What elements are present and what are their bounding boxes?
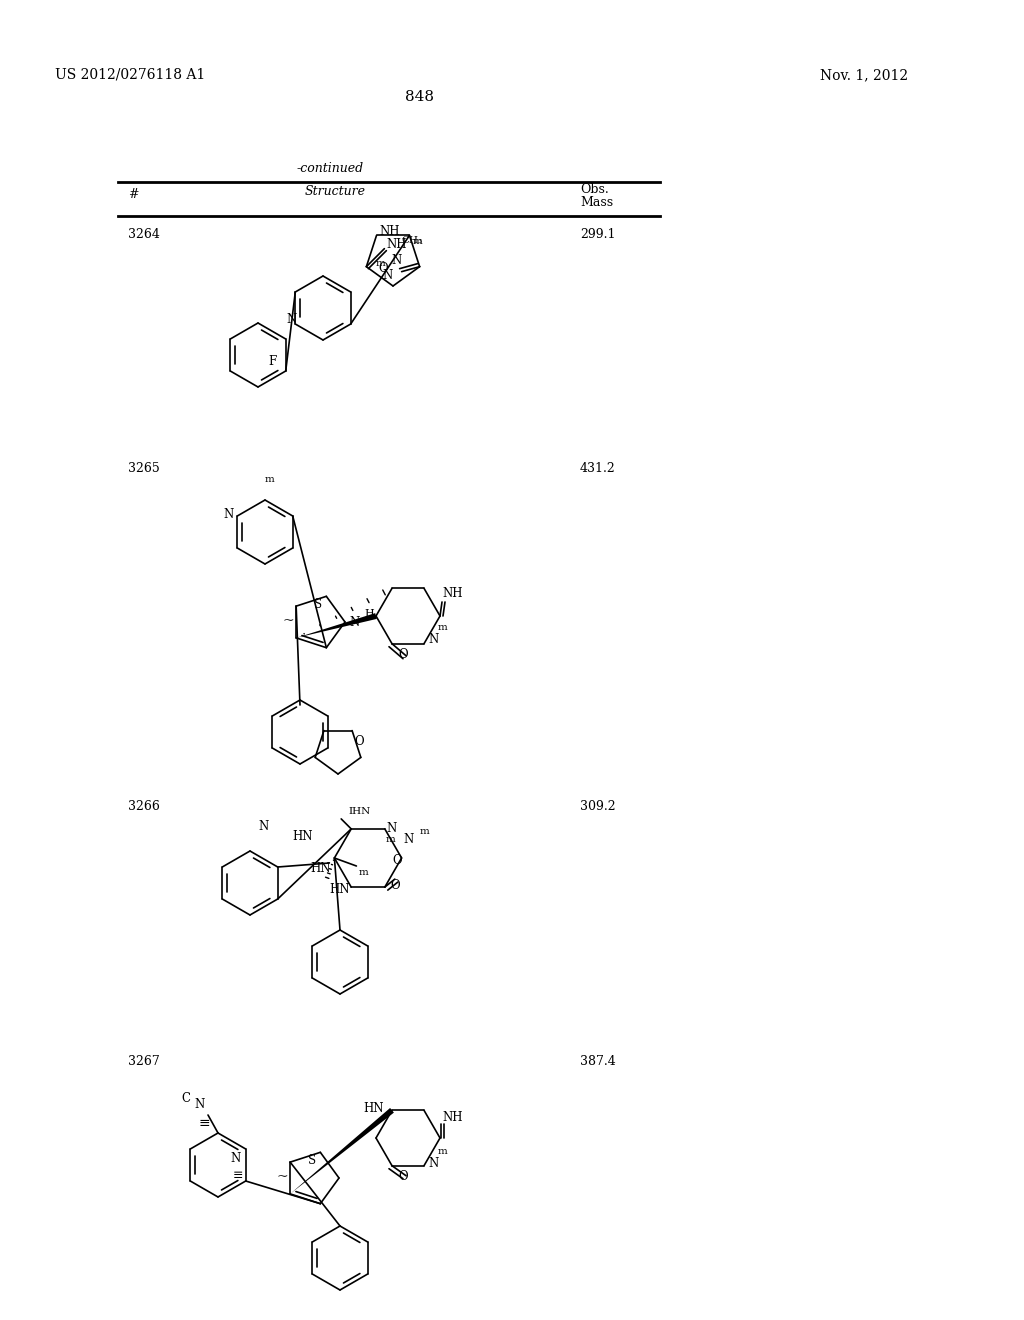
Text: m: m bbox=[420, 828, 429, 836]
Text: ~: ~ bbox=[283, 614, 294, 628]
Text: 431.2: 431.2 bbox=[580, 462, 615, 475]
Text: ≡: ≡ bbox=[199, 1115, 210, 1130]
Text: N: N bbox=[428, 1158, 438, 1171]
Text: S: S bbox=[314, 598, 323, 611]
Text: N: N bbox=[428, 634, 438, 647]
Text: C: C bbox=[181, 1092, 190, 1105]
Polygon shape bbox=[290, 1107, 394, 1193]
Text: H: H bbox=[365, 609, 374, 619]
Text: IHN: IHN bbox=[349, 807, 371, 816]
Text: N: N bbox=[383, 269, 393, 282]
Text: O: O bbox=[392, 854, 401, 866]
Text: m: m bbox=[358, 869, 369, 876]
Text: O: O bbox=[398, 648, 408, 661]
Text: Mass: Mass bbox=[580, 195, 613, 209]
Text: 309.2: 309.2 bbox=[580, 800, 615, 813]
Text: S: S bbox=[308, 1154, 316, 1167]
Text: Nov. 1, 2012: Nov. 1, 2012 bbox=[820, 69, 908, 82]
Text: N: N bbox=[223, 507, 233, 520]
Text: 3266: 3266 bbox=[128, 800, 160, 813]
Text: N: N bbox=[258, 820, 268, 833]
Text: 299.1: 299.1 bbox=[580, 228, 615, 242]
Text: HN: HN bbox=[310, 862, 331, 875]
Text: -continued: -continued bbox=[296, 162, 364, 176]
Text: 848: 848 bbox=[406, 90, 434, 104]
Text: Obs.: Obs. bbox=[580, 183, 608, 195]
Text: m: m bbox=[265, 475, 274, 484]
Text: N: N bbox=[286, 313, 296, 326]
Text: ~: ~ bbox=[276, 1170, 288, 1184]
Text: N: N bbox=[391, 255, 401, 267]
Text: m: m bbox=[376, 259, 386, 268]
Text: US 2012/0276118 A1: US 2012/0276118 A1 bbox=[55, 69, 205, 82]
Text: N: N bbox=[403, 833, 414, 846]
Text: N: N bbox=[195, 1098, 205, 1111]
Text: 387.4: 387.4 bbox=[580, 1055, 615, 1068]
Text: NH: NH bbox=[442, 1111, 463, 1125]
Polygon shape bbox=[296, 612, 377, 638]
Text: O: O bbox=[391, 879, 400, 891]
Text: N: N bbox=[386, 821, 396, 834]
Text: CH₃: CH₃ bbox=[401, 236, 422, 244]
Text: 3265: 3265 bbox=[128, 462, 160, 475]
Text: 3264: 3264 bbox=[128, 228, 160, 242]
Text: NH: NH bbox=[380, 224, 400, 238]
Text: O: O bbox=[378, 263, 388, 275]
Text: F: F bbox=[268, 355, 276, 368]
Text: NH: NH bbox=[386, 238, 407, 251]
Text: N: N bbox=[350, 615, 360, 628]
Text: #: # bbox=[128, 187, 138, 201]
Text: m: m bbox=[413, 238, 422, 247]
Text: 3267: 3267 bbox=[128, 1055, 160, 1068]
Text: m: m bbox=[386, 836, 395, 845]
Text: Structure: Structure bbox=[304, 185, 366, 198]
Text: m: m bbox=[438, 1147, 447, 1156]
Text: m: m bbox=[438, 623, 447, 632]
Text: NH: NH bbox=[442, 587, 463, 601]
Text: N: N bbox=[230, 1152, 241, 1166]
Text: HN: HN bbox=[330, 883, 350, 896]
Text: ≡: ≡ bbox=[232, 1168, 243, 1181]
Text: HN: HN bbox=[293, 829, 313, 842]
Text: O: O bbox=[398, 1170, 408, 1183]
Text: HN: HN bbox=[364, 1102, 384, 1115]
Text: O: O bbox=[354, 735, 364, 747]
